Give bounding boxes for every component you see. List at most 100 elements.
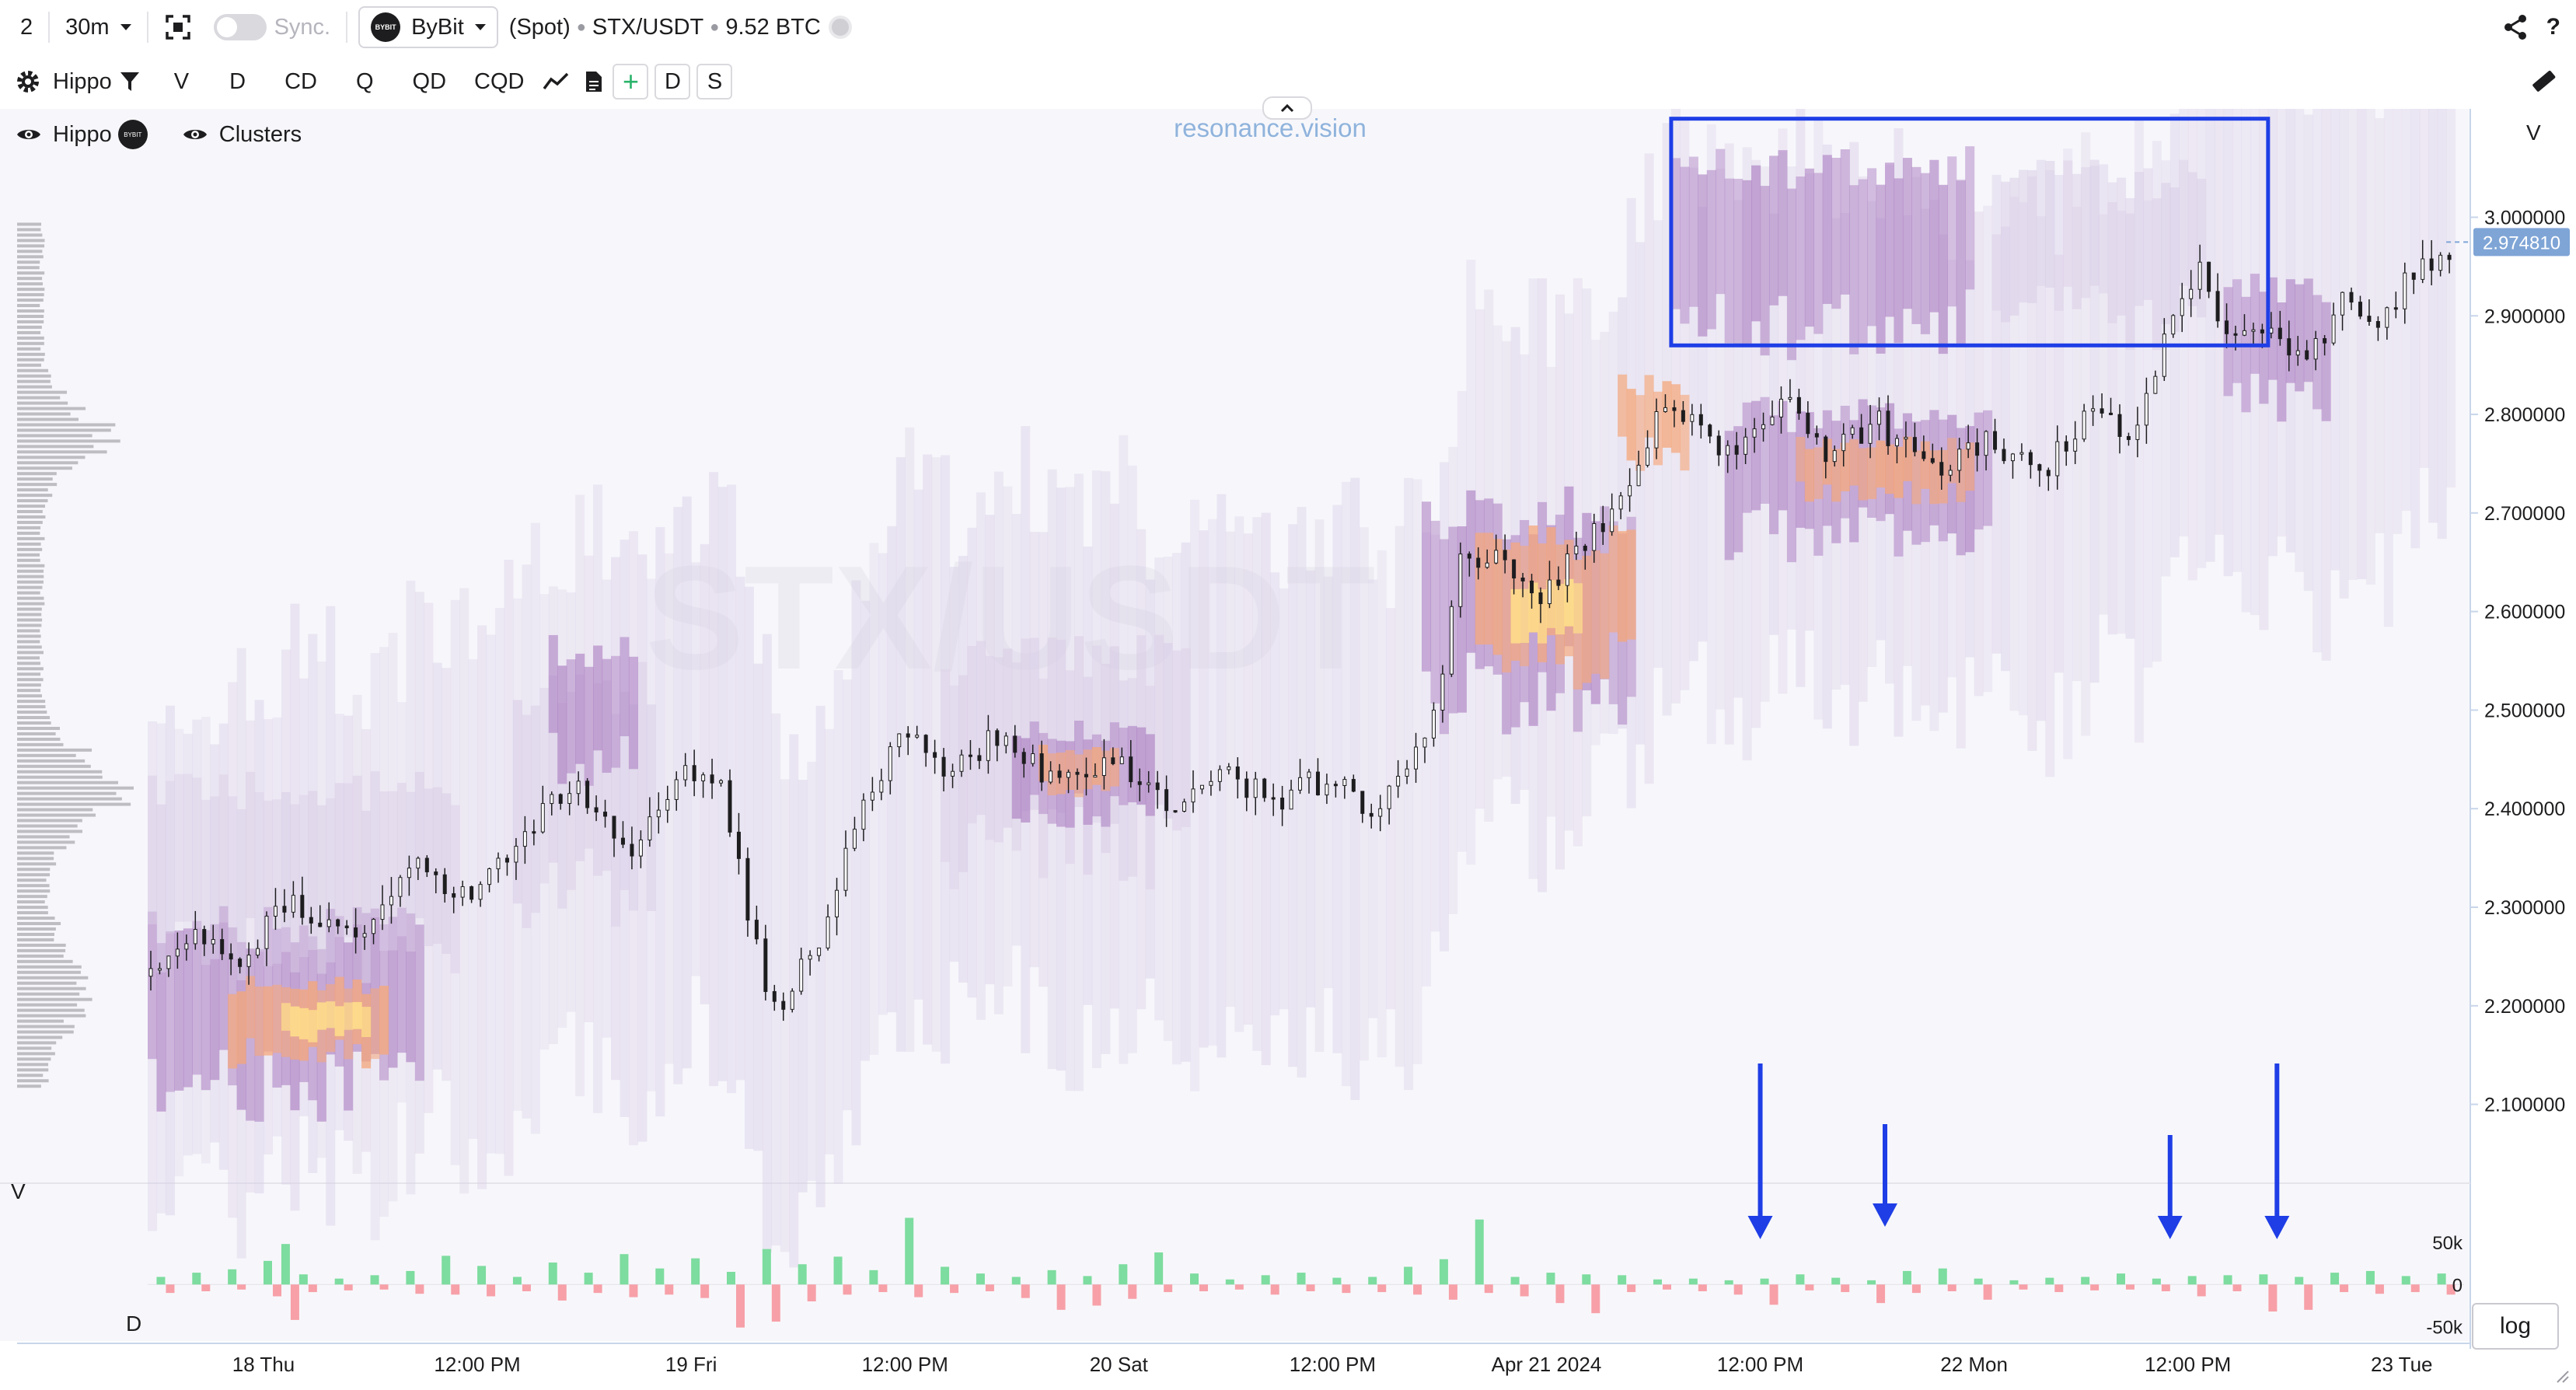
buy-volume-bar [1404, 1266, 1413, 1285]
exchange-dropdown[interactable]: BYBIT ByBit [358, 6, 498, 48]
candle-body [612, 815, 616, 839]
cluster-cell [2321, 302, 2331, 421]
cluster-cell [566, 692, 576, 890]
cluster-cell [1510, 588, 1520, 644]
cluster-cell [396, 782, 407, 937]
cluster-cell [290, 1006, 300, 1037]
price-tick-label: 2.200000 [2484, 996, 2565, 1018]
cluster-cell [2001, 181, 2011, 323]
tab-cqd[interactable]: CQD [465, 62, 533, 101]
filter-icon[interactable] [120, 71, 140, 93]
cluster-column [2001, 226, 2011, 672]
cluster-cell [183, 928, 193, 1088]
volume-profile-bar [17, 1074, 44, 1077]
settings-button[interactable] [0, 62, 48, 101]
volume-profile-bar [17, 250, 43, 253]
candle-body [1227, 766, 1231, 770]
candle-body [1405, 768, 1409, 777]
cluster-cell [2072, 173, 2082, 309]
sell-volume-bar [914, 1284, 923, 1297]
buy-volume-bar [1225, 1279, 1234, 1285]
legend-hippo[interactable]: Hippo [53, 121, 112, 147]
eye-icon[interactable] [16, 126, 42, 143]
d-button[interactable]: D [654, 64, 691, 100]
interval-dropdown[interactable]: 30m [54, 7, 141, 47]
candle-body [1636, 464, 1641, 487]
cluster-cell [1858, 179, 1868, 345]
dot-separator: ● [710, 18, 720, 36]
candle-body [835, 889, 839, 917]
sell-volume-bar [1342, 1284, 1351, 1294]
volume-profile-bar [17, 585, 43, 589]
interval-value: 30m [65, 14, 110, 40]
tab-v[interactable]: V [154, 62, 209, 101]
volume-profile-bar [17, 1079, 49, 1083]
volume-profile-bar [17, 922, 61, 926]
candle-body [656, 809, 661, 818]
add-button[interactable]: + [613, 64, 649, 100]
highlight-box [1669, 117, 2271, 348]
log-scale-button[interactable]: log [2472, 1303, 2559, 1350]
help-button[interactable]: ? [2546, 14, 2560, 40]
volume-profile-bar [17, 700, 46, 704]
buy-volume-bar [1297, 1273, 1306, 1285]
symbol-info[interactable]: (Spot) ● STX/USDT ● 9.52 BTC [504, 7, 857, 47]
layout-count-button[interactable]: 2 [0, 7, 44, 47]
candle-body [166, 955, 171, 969]
tab-q[interactable]: Q [336, 62, 394, 101]
candle-body [424, 857, 429, 873]
cluster-cell [379, 791, 389, 951]
tab-cd[interactable]: CD [266, 62, 336, 101]
candle-body [2411, 272, 2416, 280]
cluster-cell [566, 659, 576, 774]
candle-body [1467, 554, 1471, 559]
sell-volume-bar [2268, 1284, 2278, 1312]
ruler-button[interactable] [2515, 62, 2576, 101]
price-chart[interactable]: resonance.vision STX/USDT 2.974810 3.000… [0, 109, 2576, 1390]
cluster-cell [442, 793, 452, 954]
s-button[interactable]: S [696, 64, 733, 100]
candle-body [1814, 433, 1819, 438]
cluster-cell [1840, 442, 1850, 491]
candle-body [1351, 779, 1356, 792]
cluster-cell [316, 805, 326, 974]
tab-qd[interactable]: QD [394, 62, 466, 101]
document-button[interactable] [578, 62, 609, 101]
candle-body [1761, 424, 1766, 430]
volume-profile-bar [17, 851, 54, 855]
buy-volume-bar [1974, 1278, 1983, 1285]
legend-clusters[interactable]: Clusters [218, 121, 302, 147]
cluster-column [486, 634, 496, 1154]
collapse-toolbar-button[interactable] [1262, 96, 1312, 120]
volume-profile-bar [17, 271, 45, 275]
candle-body [1948, 470, 1953, 476]
volume-profile-bar [17, 325, 42, 329]
volume-profile-bar [17, 613, 42, 616]
tab-d[interactable]: D [209, 62, 266, 101]
volume-profile-bar [17, 520, 43, 524]
line-chart-button[interactable] [533, 62, 578, 101]
candle-body [336, 919, 340, 927]
sync-switch[interactable] [213, 14, 267, 40]
buy-volume-bar [1546, 1273, 1555, 1285]
sync-toggle[interactable]: Sync. [203, 7, 342, 47]
indicator-selector[interactable]: Hippo [48, 62, 154, 101]
sell-volume-bar [1663, 1284, 1671, 1290]
candle-body [585, 781, 590, 809]
screenshot-button[interactable] [153, 7, 203, 47]
share-icon[interactable] [2501, 13, 2529, 41]
resize-handle-icon[interactable] [2557, 1371, 2569, 1383]
sell-volume-bar [379, 1284, 389, 1290]
market-type: (Spot) [508, 14, 571, 40]
plus-icon: + [622, 65, 639, 97]
cluster-cell [1680, 166, 1690, 324]
volume-profile-bar [17, 450, 107, 454]
exchange-selector[interactable]: BYBIT ByBit [352, 6, 504, 48]
candle-body [326, 919, 331, 927]
eye-icon[interactable] [182, 126, 208, 143]
volume-tick-label: 0 [2452, 1275, 2463, 1296]
buy-volume-bar [1368, 1276, 1377, 1285]
candle-body [1628, 485, 1632, 497]
candle-body [504, 857, 509, 863]
volume-profile-bar [17, 434, 92, 438]
